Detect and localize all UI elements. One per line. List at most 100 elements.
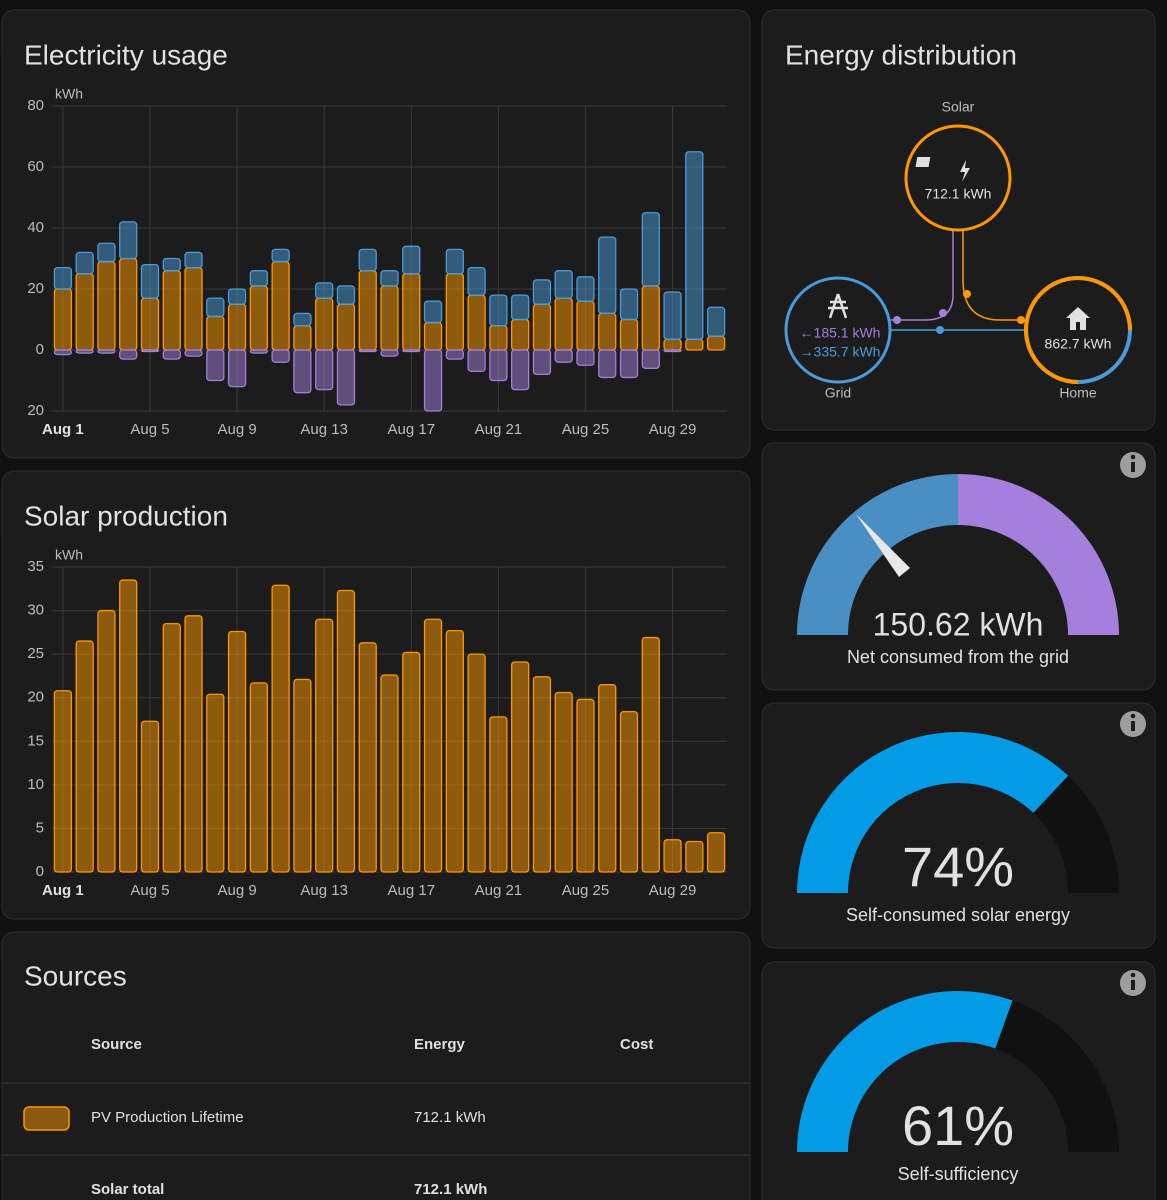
bar (206, 349, 225, 382)
bar (162, 622, 181, 873)
y-unit: kWh (55, 86, 83, 102)
bar (162, 270, 181, 351)
gauge-value: 150.62 kWh (873, 606, 1044, 642)
bar (489, 349, 508, 382)
bar (576, 300, 595, 351)
bar (619, 349, 639, 379)
bar (663, 291, 682, 340)
table-total: 712.1 kWh (414, 1181, 487, 1198)
bar (336, 589, 356, 873)
card-title: Solar production (24, 500, 228, 531)
x-tick-label: Aug 13 (300, 421, 348, 438)
y-tick-label: 0 (36, 341, 44, 358)
bar (293, 349, 312, 394)
node-label: Grid (825, 385, 851, 401)
gauge-value: 61% (902, 1094, 1014, 1157)
bar (532, 349, 552, 376)
gauge-fill (797, 732, 1069, 893)
card (761, 961, 1156, 1200)
y-tick-label: 5 (36, 819, 44, 836)
x-tick-label: Aug 25 (562, 882, 610, 899)
bar (53, 266, 73, 290)
x-tick-label: Aug 17 (388, 882, 436, 899)
y-tick-label: 40 (27, 219, 44, 236)
bar (510, 318, 530, 351)
bar (162, 257, 181, 272)
y-unit: kWh (55, 547, 83, 563)
bar (402, 245, 421, 275)
bar (402, 651, 421, 873)
bar (554, 297, 573, 351)
bar (489, 716, 508, 873)
bar (467, 266, 486, 296)
gauge-segment (797, 474, 958, 635)
bar (53, 690, 73, 873)
source-swatch (23, 1106, 70, 1131)
bar (184, 615, 203, 873)
bar (97, 349, 116, 354)
bar (358, 349, 377, 353)
chart: 20 0 20 40 60 80 Aug 1 Aug 5 Aug 9 Aug 13 Aug 17 Au… (27, 97, 727, 438)
bar (685, 338, 704, 351)
bar (685, 151, 704, 340)
bar (467, 294, 486, 351)
bar (532, 676, 552, 873)
bar (685, 840, 704, 873)
home-icon (1066, 307, 1090, 330)
y-tick-label: 20 (27, 689, 44, 706)
bar (271, 584, 290, 873)
node-value: 712.1 kWh (925, 186, 992, 202)
card (1, 931, 751, 1200)
x-tick-label: Aug 25 (562, 421, 610, 438)
bar (576, 276, 595, 302)
x-tick-label: Aug 5 (130, 882, 169, 899)
info-icon[interactable] (1120, 711, 1146, 737)
node-value: 862.7 kWh (1045, 336, 1112, 352)
bar (227, 630, 247, 873)
x-tick-label: Aug 21 (475, 421, 523, 438)
bar (53, 349, 73, 356)
info-icon[interactable] (1120, 452, 1146, 478)
card (761, 442, 1156, 691)
bar (140, 720, 160, 873)
info-icon[interactable] (1120, 970, 1146, 996)
to-grid: →335.7 kWh (800, 344, 881, 360)
bar (271, 248, 290, 263)
bar (554, 270, 573, 299)
x-tick-label: Aug 1 (42, 421, 84, 438)
bar (641, 349, 660, 369)
y-tick-label: 15 (27, 732, 44, 749)
bar (576, 349, 595, 366)
bar (271, 349, 290, 363)
node-label: Solar (942, 99, 975, 115)
column-header: Source (91, 1036, 142, 1053)
gauge-segment (958, 474, 1119, 635)
y-tick-label: 35 (27, 558, 44, 575)
y-tick-label: 25 (27, 645, 44, 662)
x-tick-label: Aug 21 (475, 882, 523, 899)
bar (75, 640, 94, 873)
bar (489, 294, 508, 327)
bar (489, 324, 508, 351)
table-cell: 712.1 kWh (414, 1109, 486, 1126)
bar (227, 303, 247, 351)
gauge-caption: Net consumed from the grid (847, 647, 1069, 667)
bar (554, 349, 573, 363)
bar (336, 303, 356, 351)
grid-node (784, 276, 892, 384)
bar (467, 653, 486, 873)
y-tick-label: 20 (27, 402, 44, 419)
bar (75, 273, 94, 351)
bar (467, 349, 486, 373)
bar (445, 273, 464, 351)
y-tick-label: 30 (27, 602, 44, 619)
gauge-caption: Self-sufficiency (898, 1164, 1019, 1184)
bar (119, 221, 138, 260)
x-tick-label: Aug 1 (42, 882, 84, 899)
bar (206, 693, 225, 873)
bar (249, 349, 269, 354)
bar (598, 683, 617, 873)
bar (598, 349, 617, 379)
bar (358, 642, 377, 873)
